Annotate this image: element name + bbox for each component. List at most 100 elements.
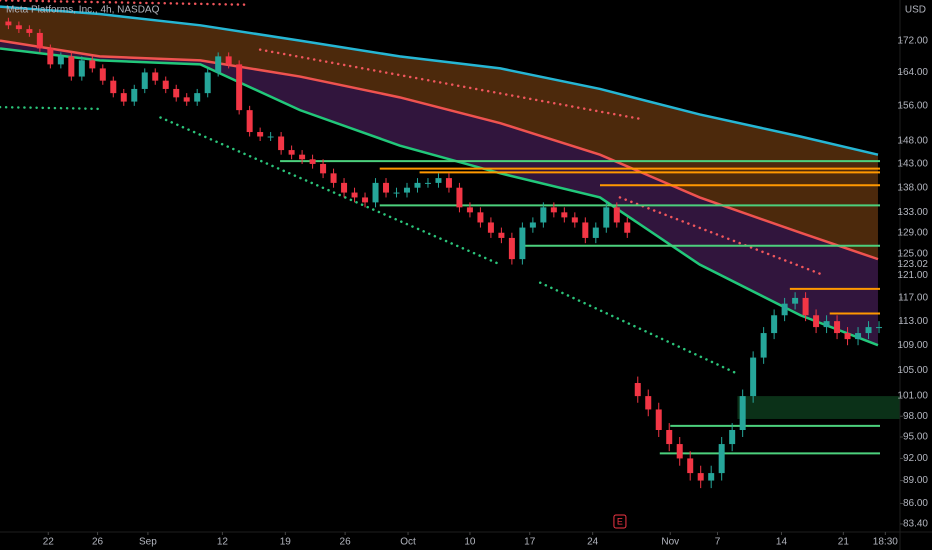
y-tick-label: 92.00 [903,453,928,464]
x-tick-label: 22 [43,537,55,548]
candle-body [36,32,43,49]
y-tick-label: 89.00 [903,475,928,486]
candle-body [89,60,96,69]
x-tick-label: 26 [92,537,104,548]
plot-area [0,0,900,489]
candle-body [855,333,862,340]
event-label: E [617,516,623,526]
candle-body [288,150,295,155]
candle-body [708,473,715,481]
candle-body [435,178,442,183]
candle-body [624,222,631,233]
x-tick-label: 26 [340,537,352,548]
candle-body [351,192,358,198]
candle-body [519,227,526,260]
y-tick-label: 86.00 [903,498,928,509]
candle-body [26,29,33,33]
dotted-line [538,281,737,374]
candle-body [844,333,851,340]
y-tick-label: 83.40 [903,519,928,530]
candle-body [120,93,127,102]
candle-body [194,93,201,102]
candle-body [141,72,148,89]
zone [737,396,900,419]
candle-body [5,21,12,26]
candle-body [424,182,431,184]
y-tick-label: 123.02 [897,259,928,270]
candle-body [173,88,180,98]
candle-body [330,173,337,183]
y-tick-label: 156.00 [897,100,928,111]
event-marker [613,514,627,529]
candle-body [666,430,673,445]
candle-body [225,56,232,65]
candle-body [592,227,599,238]
y-tick-label: 105.00 [897,365,928,376]
y-tick-label: 148.00 [897,136,928,147]
candle-body [131,88,138,102]
x-tick-label: 10 [464,537,476,548]
candle-body [613,207,620,223]
candle-body [341,182,348,193]
candle-body [267,136,274,138]
y-tick-label: 125.00 [897,248,928,259]
candle-body [320,163,327,174]
y-axis-label: USD [905,5,926,16]
y-tick-label: 164.00 [897,67,928,78]
candle-body [477,212,484,223]
y-tick-label: 172.00 [897,35,928,46]
x-tick-label: 14 [776,537,788,548]
candle-body [508,237,515,260]
candle-body [645,396,652,410]
y-tick-label: 133.00 [897,207,928,218]
candle-body [466,207,473,213]
candle-body [813,315,820,328]
candle-body [299,154,306,160]
dotted-line [0,0,251,7]
candle-body [403,187,410,193]
candle-body [634,383,641,397]
candle-body [372,182,379,203]
dotted-line [0,105,101,111]
candle-body [15,25,22,30]
candle-body [750,357,757,397]
x-tick-label: 17 [524,537,536,548]
x-tick-label: 24 [587,537,599,548]
candle-body [204,72,211,94]
candle-body [362,197,369,203]
candle-body [487,222,494,233]
candle-body [257,132,264,137]
candle-body [183,97,190,102]
x-tick-label: 19 [280,537,292,548]
y-tick-label: 121.00 [897,270,928,281]
band-line [0,47,879,347]
candle-body [78,60,85,77]
y-tick-label: 101.00 [897,391,928,402]
x-tick-label: Nov [661,537,679,548]
dotted-line [159,116,502,266]
band-fill [0,6,878,260]
y-tick-label: 98.00 [903,411,928,422]
y-tick-label: 138.00 [897,182,928,193]
candle-body [529,222,536,228]
candle-body [445,178,452,188]
candle-body [110,80,117,94]
candle-body [152,72,159,81]
x-tick-label: 12 [217,537,229,548]
candle-body [99,68,106,81]
candle-body [802,297,809,316]
x-tick-label: 7 [715,537,721,548]
y-tick-label: 109.00 [897,340,928,351]
candle-body [697,473,704,481]
candle-body [760,333,767,358]
candle-body [236,64,243,111]
y-tick-label: 95.00 [903,432,928,443]
candle-body [309,159,316,164]
candle-body [792,297,799,304]
band-line [0,5,879,156]
x-tick-label: Sep [139,537,157,548]
candle-body [498,232,505,238]
candle-body [393,192,400,194]
chart-title: Meta Platforms, Inc., 4h, NASDAQ [6,5,160,16]
band-line [0,39,879,261]
